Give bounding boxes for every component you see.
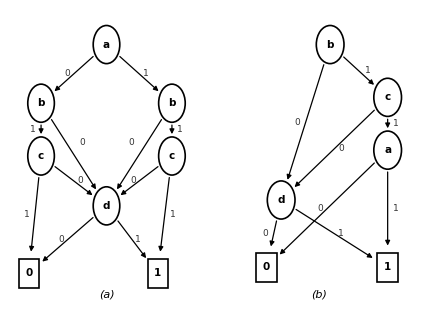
- Circle shape: [267, 181, 295, 219]
- Text: d: d: [103, 201, 110, 211]
- Circle shape: [28, 137, 55, 175]
- Bar: [377, 253, 398, 282]
- Circle shape: [28, 84, 55, 122]
- Text: a: a: [384, 145, 391, 155]
- Circle shape: [158, 137, 185, 175]
- Text: 0: 0: [128, 138, 134, 147]
- Text: 0: 0: [338, 144, 344, 153]
- Text: 1: 1: [384, 262, 391, 272]
- Text: 0: 0: [262, 262, 270, 272]
- Circle shape: [374, 78, 401, 116]
- Text: 1: 1: [393, 204, 399, 213]
- Bar: [148, 259, 167, 288]
- Text: 0: 0: [79, 138, 85, 147]
- Text: 0: 0: [262, 229, 268, 238]
- Text: 1: 1: [170, 210, 176, 219]
- Circle shape: [316, 26, 344, 64]
- Text: 0: 0: [77, 176, 83, 185]
- Circle shape: [158, 84, 185, 122]
- Text: 1: 1: [30, 125, 36, 134]
- Text: 1: 1: [177, 125, 183, 134]
- Text: a: a: [103, 40, 110, 50]
- Text: 0: 0: [25, 268, 32, 278]
- Text: c: c: [169, 151, 175, 161]
- Circle shape: [93, 187, 120, 225]
- Circle shape: [93, 26, 120, 64]
- Text: 0: 0: [59, 235, 64, 244]
- Text: 1: 1: [154, 268, 161, 278]
- Text: (a): (a): [99, 290, 114, 300]
- Bar: [256, 253, 276, 282]
- Bar: [19, 259, 39, 288]
- Text: 0: 0: [294, 118, 300, 127]
- Text: 1: 1: [393, 119, 399, 128]
- Text: c: c: [38, 151, 44, 161]
- Text: 1: 1: [142, 69, 148, 78]
- Text: 1: 1: [365, 66, 370, 76]
- Text: 1: 1: [338, 229, 344, 238]
- Text: 0: 0: [65, 69, 71, 78]
- Text: d: d: [277, 195, 285, 205]
- Text: 1: 1: [135, 235, 141, 244]
- Text: b: b: [37, 98, 45, 108]
- Text: (b): (b): [311, 290, 328, 300]
- Circle shape: [374, 131, 401, 169]
- Text: 0: 0: [130, 176, 136, 185]
- Text: 0: 0: [318, 204, 323, 213]
- Text: b: b: [168, 98, 176, 108]
- Text: b: b: [326, 40, 334, 50]
- Text: c: c: [385, 92, 391, 102]
- Text: 1: 1: [24, 210, 30, 219]
